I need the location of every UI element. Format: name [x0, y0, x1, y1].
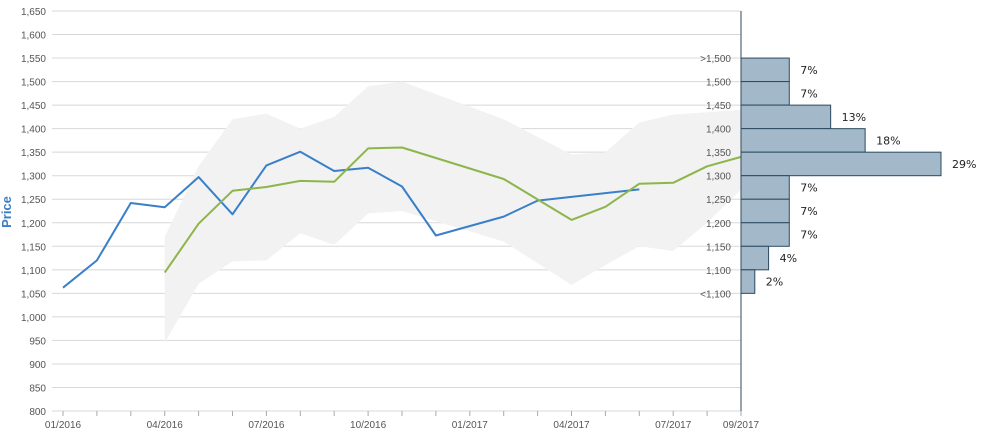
x-tick-label: 07/2016: [248, 420, 285, 431]
histogram-bar: [740, 198, 790, 224]
y-tick-label: 1,550: [21, 54, 46, 65]
y-tick-label: 1,300: [21, 172, 46, 183]
y-tick-label: 1,600: [21, 31, 46, 42]
histogram-percent-label: 2%: [766, 276, 783, 289]
histogram-percent-label: 7%: [800, 229, 817, 242]
y-tick-label: 1,100: [21, 266, 46, 277]
histogram-percent-label: 13%: [842, 111, 866, 124]
histogram-bin-label: 1,350: [706, 148, 731, 159]
y-tick-label: 1,350: [21, 148, 46, 159]
x-tick-label: 07/2017: [655, 420, 692, 431]
x-tick-label: 04/2017: [553, 420, 590, 431]
x-tick-label: 01/2017: [452, 420, 489, 431]
histogram-bin-label: 1,200: [706, 219, 731, 230]
y-tick-label: 1,000: [21, 313, 46, 324]
histogram-bar: [740, 57, 790, 83]
histogram-percent-label: 18%: [876, 134, 900, 147]
histogram-bin-label: 1,150: [706, 242, 731, 253]
histogram-bar: [740, 151, 942, 177]
histogram-bin-label: 1,100: [706, 266, 731, 277]
histogram-bin-label: 1,500: [706, 78, 731, 89]
histogram-bin-label: 1,300: [706, 172, 731, 183]
y-tick-label: 950: [29, 336, 46, 347]
x-tick-label: 01/2016: [45, 420, 82, 431]
y-tick-label: 1,200: [21, 219, 46, 230]
y-tick-label: 1,450: [21, 101, 46, 112]
histogram-bin-label: 1,400: [706, 125, 731, 136]
y-tick-label: 1,250: [21, 195, 46, 206]
histogram-bar: [740, 104, 832, 130]
histogram-bar: [740, 175, 790, 200]
histogram-bar: [740, 245, 770, 271]
x-tick-label: 10/2016: [350, 420, 387, 431]
histogram-percent-label: 29%: [952, 158, 976, 171]
histogram-bin-label: <1,100: [700, 289, 731, 300]
y-tick-label: 900: [29, 360, 46, 371]
histogram-percent-label: 7%: [800, 64, 817, 77]
histogram-percent-label: 7%: [800, 87, 817, 100]
y-tick-label: 1,500: [21, 78, 46, 89]
y-axis-title: Price: [0, 196, 14, 228]
y-tick-label: 850: [29, 383, 46, 394]
x-tick-label: 04/2016: [147, 420, 184, 431]
histogram-bar: [740, 81, 790, 106]
forecast-price-line: [163, 146, 742, 274]
y-tick-label: 1,150: [21, 242, 46, 253]
y-axis: 800 850 900 950 1,000 1,050 1,100 1,150 1,200 1,2…: [21, 7, 46, 418]
histogram-bar: [740, 128, 866, 153]
series-lines: [62, 146, 742, 289]
y-tick-label: 1,650: [21, 7, 46, 18]
histogram-bin-label: 1,250: [706, 195, 731, 206]
confidence-band: [164, 81, 741, 343]
histogram-bar: [740, 269, 756, 294]
y-tick-label: 800: [29, 407, 46, 418]
histogram-percent-label: 4%: [780, 252, 797, 265]
forecast-band: [164, 81, 741, 343]
histogram-percent-label: 7%: [800, 205, 817, 218]
histogram-percent-label: 7%: [800, 181, 817, 194]
histogram-bin-label: 1,450: [706, 101, 731, 112]
histogram-bin-label: >1,500: [700, 54, 731, 65]
actual-price-line: [62, 150, 640, 289]
x-tick-label: 09/2017: [723, 420, 760, 431]
y-tick-label: 1,400: [21, 125, 46, 136]
histogram: >1,500 7% 1,500 7% 1,450 13% 1,400 18% 1,350 29% 1…: [700, 54, 976, 300]
y-tick-label: 1,050: [21, 289, 46, 300]
histogram-bar: [740, 222, 790, 247]
